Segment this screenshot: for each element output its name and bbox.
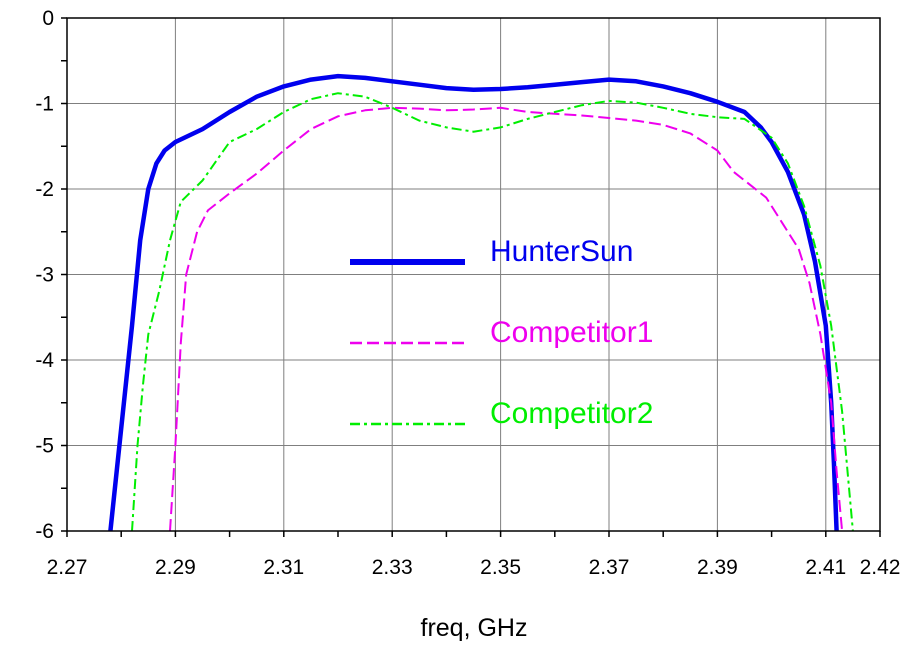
y-tick-label: -4 (35, 349, 54, 372)
legend-label-huntersun: HunterSun (490, 235, 633, 268)
grid (67, 17, 880, 532)
y-ticks: 0 -1 -2 -3 -4 -5 -6 (35, 7, 67, 543)
x-ticks: 2.27 2.29 2.31 2.33 2.35 2.37 2.39 2.41 2.42 (47, 531, 901, 579)
x-tick-label: 2.27 (47, 556, 88, 579)
y-tick-label: -1 (35, 93, 54, 116)
x-tick-label: 2.37 (589, 556, 630, 579)
legend-label-competitor1: Competitor1 (490, 316, 653, 349)
y-tick-label: -5 (35, 435, 54, 458)
legend: HunterSun Competitor1 Competitor2 (350, 235, 653, 430)
x-tick-label: 2.33 (372, 556, 413, 579)
series-lines (108, 73, 854, 532)
x-tick-label: 2.31 (263, 556, 304, 579)
x-tick-label: 2.35 (480, 556, 521, 579)
series-line-competitor2 (131, 92, 854, 532)
y-tick-label: 0 (42, 7, 54, 30)
x-tick-label: 2.29 (155, 556, 196, 579)
series-line-competitor1 (169, 106, 844, 532)
y-tick-label: -2 (35, 178, 54, 201)
x-tick-label: 2.41 (805, 556, 846, 579)
x-tick-label: 2.42 (860, 556, 901, 579)
y-tick-label: -6 (35, 520, 54, 543)
y-tick-label: -3 (35, 264, 54, 287)
plot-frame (66, 17, 881, 532)
legend-label-competitor2: Competitor2 (490, 397, 653, 430)
x-axis-title: freq, GHz (421, 614, 528, 642)
series-line-huntersun (108, 73, 839, 532)
x-tick-label: 2.39 (697, 556, 738, 579)
